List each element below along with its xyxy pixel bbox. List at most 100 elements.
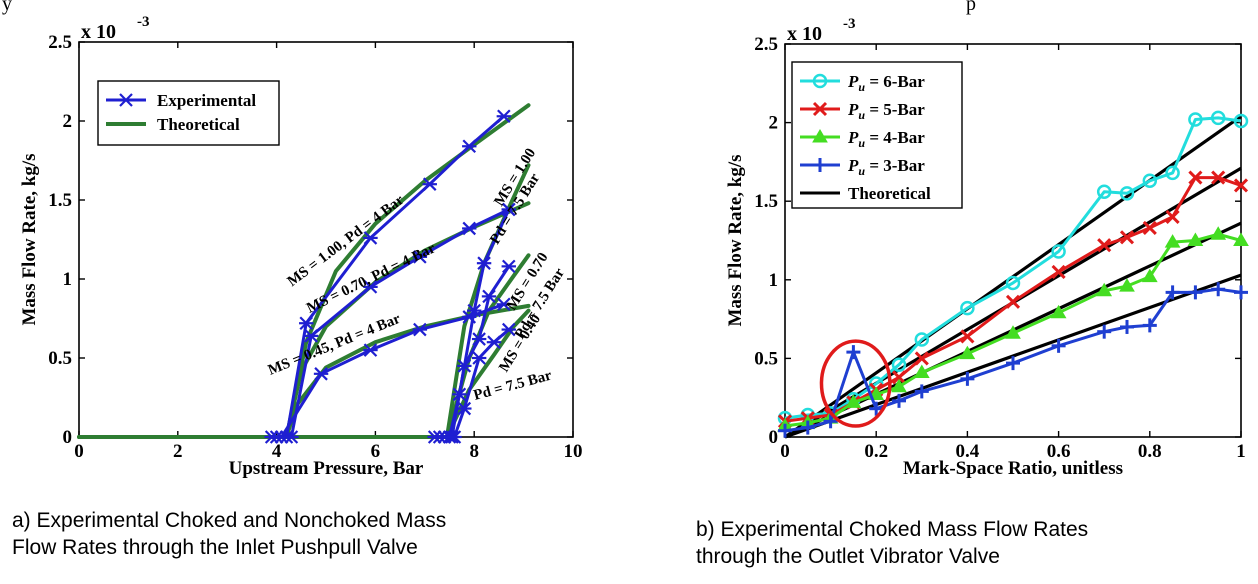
series-point [1051, 244, 1066, 259]
series-point [891, 370, 907, 385]
series-point [1119, 186, 1135, 201]
y-tick-label: 0 [769, 427, 779, 448]
series-point [1097, 324, 1112, 339]
experimental-point [467, 303, 482, 318]
series-point [960, 300, 975, 316]
experimental-point [496, 109, 512, 124]
legend: Experimental Theoretical [97, 80, 280, 146]
experimental-point [501, 322, 516, 337]
series-point [1006, 356, 1020, 371]
caption-b-line2: through the Outlet Vibrator Valve [696, 545, 1000, 568]
legend-marker [812, 129, 828, 143]
legend-label: Pu = 5-Bar [847, 100, 925, 122]
legend-label: Experimental [157, 91, 256, 110]
series-point [1051, 338, 1066, 353]
series-point [846, 345, 861, 360]
experimental-point [481, 289, 497, 304]
series-point [1005, 294, 1021, 309]
caption-a-line1: a) Experimental Choked and Nonchoked Mas… [12, 509, 447, 532]
legend-marker [813, 158, 827, 172]
caption-b: b) Experimental Choked Mass Flow Rates t… [696, 516, 1088, 570]
experimental-point [363, 280, 378, 294]
x-tick-label: 10 [564, 441, 583, 462]
experimental-point [462, 221, 477, 236]
series-point [1188, 285, 1203, 300]
experimental-point [303, 329, 319, 343]
exponent-label: x 10 [787, 23, 822, 45]
x-tick-label: 8 [469, 441, 479, 462]
series-point [1234, 285, 1248, 300]
series-point [823, 414, 838, 429]
caption-a-line2: Flow Rates through the Inlet Pushpull Va… [12, 536, 418, 559]
series-point [914, 332, 930, 347]
legend-marker [812, 73, 828, 89]
experimental-line [280, 302, 505, 438]
series-point [1096, 184, 1112, 200]
x-tick-label: 2 [173, 441, 183, 462]
x-tick-label: 0.2 [864, 441, 888, 462]
y-tick-label: 0 [63, 427, 73, 448]
experimental-point [471, 332, 487, 346]
x-tick-label: 0.8 [1138, 441, 1162, 462]
y-tick-label: 1.5 [48, 190, 72, 211]
y-tick-label: 2 [769, 113, 779, 134]
series-point [960, 371, 975, 386]
x-axis-label: Mark-Space Ratio, unitless [903, 458, 1123, 479]
series-point [1233, 232, 1249, 246]
experimental-point [486, 335, 502, 349]
curve-annotation: Pd = 7.5 Bar [472, 368, 554, 404]
series-point [1188, 112, 1203, 127]
series-point [914, 351, 929, 366]
series-point [960, 329, 975, 344]
series-point [1165, 209, 1180, 224]
series-point [1141, 268, 1158, 283]
x-tick-label: 1 [1236, 441, 1246, 462]
series-point [1119, 230, 1135, 245]
series-point [891, 378, 907, 393]
series-point [1005, 275, 1021, 291]
x-axis-label: Upstream Pressure, Bar [229, 458, 424, 479]
series-point [1211, 282, 1226, 297]
y-tick-label: 1.5 [754, 191, 778, 212]
legend-marker [118, 93, 134, 107]
y-tick-label: 0.5 [48, 348, 72, 369]
series-point [869, 401, 884, 416]
experimental-point [412, 250, 428, 264]
legend-label: Theoretical [848, 184, 931, 203]
series-point [1142, 173, 1158, 189]
x-tick-label: 0.6 [1047, 441, 1071, 462]
experimental-point [363, 231, 378, 245]
experimental-point [501, 202, 516, 217]
experimental-point [457, 359, 472, 373]
experimental-point [363, 343, 378, 357]
series-point [1165, 285, 1180, 300]
y-tick-label: 2.5 [754, 34, 778, 55]
series-point [778, 423, 792, 438]
series-point [1165, 165, 1180, 181]
experimental-point [462, 139, 477, 154]
x-tick-label: 0.4 [956, 441, 980, 462]
legend-label: Pu = 3-Bar [847, 156, 925, 178]
experimental-point [501, 259, 516, 274]
series-point [892, 393, 906, 408]
series-point [913, 364, 930, 379]
experimental-point [274, 430, 289, 444]
y-tick-label: 0.5 [754, 348, 778, 369]
series-point [1096, 282, 1113, 297]
experimental-point [471, 351, 487, 365]
legend-label: Pu = 6-Bar [847, 72, 925, 94]
legend-box [97, 80, 280, 146]
theoretical-line [77, 163, 531, 439]
x-tick-label: 0 [780, 441, 790, 462]
series-point [1120, 319, 1134, 334]
legend-label: Pu = 4-Bar [847, 128, 925, 150]
series-point [1051, 264, 1066, 280]
experimental-point [496, 297, 512, 312]
y-tick-label: 1 [769, 270, 779, 291]
top-fragment-left: y [2, 0, 12, 15]
exponent-label: x 10 [81, 21, 116, 43]
x-tick-label: 4 [272, 441, 282, 462]
series-point [1187, 232, 1204, 246]
experimental-point [457, 401, 472, 416]
